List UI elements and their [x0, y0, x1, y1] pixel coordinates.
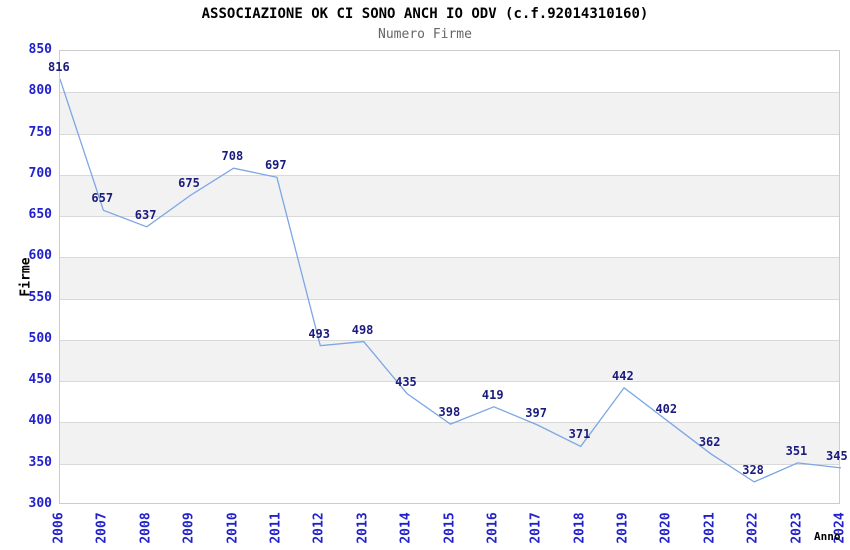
y-tick-label: 300	[28, 496, 52, 511]
x-tick-label: 2006	[51, 512, 67, 544]
data-label: 498	[351, 322, 374, 337]
x-tick-label: 2021	[702, 512, 718, 544]
x-tick-label: 2009	[181, 512, 197, 544]
data-label: 816	[48, 60, 70, 75]
data-label: 657	[91, 191, 114, 206]
data-label: 398	[438, 405, 461, 420]
x-tick-label: 2012	[311, 512, 327, 544]
x-tick-label: 2014	[398, 512, 414, 544]
x-tick-label: 2018	[572, 512, 588, 544]
data-label: 493	[308, 326, 331, 341]
data-label: 442	[612, 368, 634, 383]
data-label: 351	[785, 443, 808, 458]
data-label: 328	[742, 462, 764, 477]
y-tick-label: 850	[28, 42, 52, 57]
y-tick-label: 800	[28, 83, 52, 99]
x-tick-label: 2017	[528, 512, 544, 544]
y-tick-label: 350	[28, 454, 52, 470]
x-tick-label: 2013	[355, 512, 371, 544]
gridline	[60, 174, 839, 176]
y-axis-title: Firme	[18, 257, 34, 297]
chart-subtitle: Numero Firme	[378, 27, 472, 42]
data-label: 435	[395, 374, 417, 389]
chart-title: ASSOCIAZIONE OK CI SONO ANCH IO ODV (c.f…	[201, 6, 649, 22]
gridline	[60, 92, 839, 94]
gridline	[60, 216, 839, 218]
line-series	[60, 78, 841, 483]
grid-band	[60, 92, 839, 134]
gridline	[60, 133, 839, 135]
y-tick-label: 450	[28, 372, 52, 388]
data-label: 362	[698, 434, 721, 449]
data-label: 637	[134, 207, 157, 222]
data-label: 697	[264, 158, 287, 173]
data-label: 419	[481, 387, 504, 402]
y-tick-label: 750	[28, 124, 52, 140]
data-label: 708	[221, 149, 244, 164]
data-label: 397	[525, 405, 547, 420]
x-tick-label: 2015	[442, 512, 457, 544]
gridline	[60, 381, 839, 383]
data-label: 345	[826, 448, 848, 463]
x-tick-label: 2019	[615, 512, 631, 544]
x-tick-label: 2023	[789, 512, 805, 544]
data-label: 675	[178, 176, 200, 191]
x-tick-label: 2008	[138, 512, 154, 544]
x-tick-label: 2010	[225, 512, 241, 544]
y-tick-label: 400	[28, 413, 52, 429]
gridline	[60, 298, 839, 300]
x-tick-label: 2011	[268, 512, 284, 544]
grid-band	[60, 339, 839, 382]
x-tick-label: 2016	[485, 512, 501, 544]
x-axis-title: Anno	[814, 530, 841, 543]
y-tick-label: 500	[28, 330, 52, 346]
plot-area	[59, 50, 841, 504]
data-label: 402	[655, 401, 678, 416]
x-tick-label: 2007	[94, 512, 110, 544]
data-label: 371	[568, 427, 591, 442]
gridline	[60, 463, 839, 465]
y-tick-label: 700	[28, 165, 52, 181]
grid-band	[60, 257, 839, 299]
y-tick-label: 600	[28, 248, 52, 264]
gridline	[60, 339, 839, 341]
grid-band	[60, 422, 839, 464]
gridline	[60, 257, 839, 259]
y-tick-label: 550	[28, 289, 52, 305]
y-tick-label: 650	[28, 207, 52, 223]
x-tick-label: 2020	[658, 512, 674, 544]
x-tick-label: 2022	[745, 512, 761, 544]
